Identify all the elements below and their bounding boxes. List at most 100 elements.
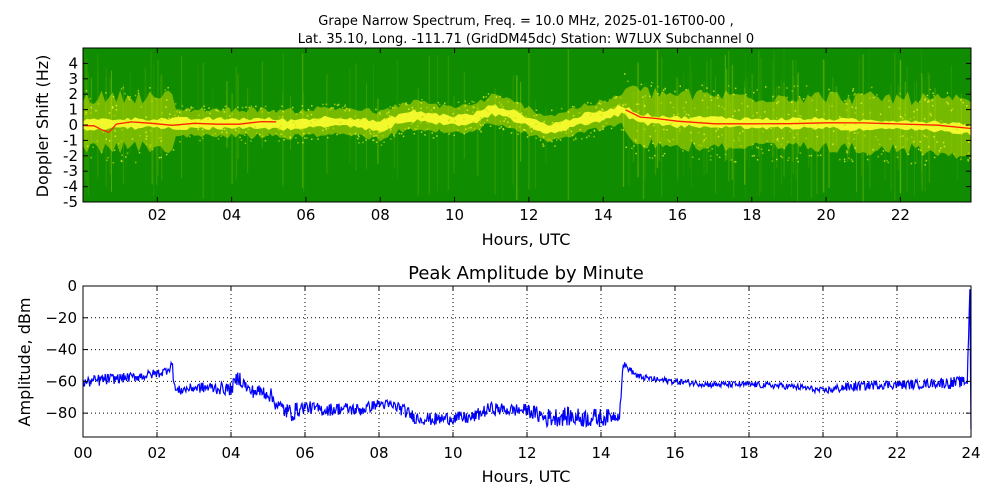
speckle <box>95 109 97 112</box>
speckle <box>448 133 450 135</box>
speckle <box>533 115 536 117</box>
speckle <box>762 152 764 154</box>
speckle <box>649 95 651 97</box>
signal-core <box>83 104 971 136</box>
speckle <box>717 128 719 130</box>
speckle <box>778 86 780 89</box>
speckle <box>554 145 556 147</box>
speckle <box>90 112 92 114</box>
speckle <box>854 123 857 125</box>
speckle <box>689 120 692 122</box>
speckle <box>238 130 240 133</box>
speckle <box>663 152 666 155</box>
speckle <box>898 107 901 110</box>
speckle <box>256 120 259 123</box>
speckle <box>705 137 707 140</box>
speckle <box>649 135 651 138</box>
speckle <box>760 148 763 150</box>
speckle <box>265 118 268 121</box>
speckle <box>192 107 194 109</box>
speckle <box>909 118 912 120</box>
speckle <box>522 129 525 131</box>
speckle <box>359 119 361 121</box>
speckle <box>421 116 423 118</box>
speckle <box>480 131 482 133</box>
speckle <box>673 114 675 116</box>
speckle <box>161 112 163 114</box>
speckle <box>202 133 205 136</box>
speckle <box>746 105 749 108</box>
speckle <box>553 137 556 139</box>
speckle <box>659 142 661 144</box>
speckle <box>126 152 129 155</box>
speckle <box>382 135 384 137</box>
speckle <box>337 103 340 106</box>
speckle <box>535 114 538 116</box>
speckle <box>336 104 339 107</box>
speckle <box>229 119 232 122</box>
speckle <box>648 149 650 152</box>
speckle <box>603 118 605 121</box>
speckle <box>703 139 705 141</box>
speckle <box>498 127 501 130</box>
speckle <box>166 99 168 101</box>
speckle <box>783 147 785 150</box>
amplitude-x-tick-label: 00 <box>73 444 92 462</box>
speckle <box>414 128 417 130</box>
speckle <box>169 113 171 115</box>
speckle <box>709 155 712 157</box>
speckle <box>752 120 754 123</box>
speckle <box>90 156 92 159</box>
speckle <box>176 110 178 113</box>
speckle <box>244 134 246 136</box>
speckle <box>281 105 283 108</box>
speckle <box>666 129 668 131</box>
speckle <box>603 115 606 117</box>
speckle <box>733 93 735 96</box>
speckle <box>273 110 275 112</box>
speckle <box>718 105 720 107</box>
speckle <box>733 139 735 142</box>
speckle <box>914 162 917 164</box>
speckle <box>679 130 681 132</box>
speckle <box>275 132 277 135</box>
speckle <box>389 106 391 108</box>
speckle <box>378 112 381 114</box>
speckle <box>741 102 743 105</box>
speckle <box>464 105 467 107</box>
speckle <box>487 93 490 95</box>
speckle <box>111 107 114 109</box>
speckle <box>344 104 346 106</box>
speckle <box>453 134 455 137</box>
speckle <box>516 102 519 104</box>
speckle <box>643 104 646 106</box>
speckle <box>160 140 162 142</box>
speckle <box>241 106 244 109</box>
speckle <box>710 99 713 101</box>
speckle <box>295 124 297 127</box>
speckle <box>953 153 955 155</box>
speckle <box>635 116 638 118</box>
spectrogram-y-tick-label: 0 <box>68 116 78 134</box>
speckle <box>598 102 601 105</box>
speckle <box>940 120 942 122</box>
speckle <box>302 112 304 115</box>
speckle <box>969 157 971 159</box>
speckle <box>862 113 864 115</box>
speckle <box>322 129 324 132</box>
speckle <box>531 122 533 125</box>
speckle <box>902 146 904 148</box>
speckle <box>221 131 223 134</box>
speckle <box>114 130 116 132</box>
speckle <box>848 99 851 102</box>
speckle <box>854 92 856 95</box>
speckle <box>473 101 475 103</box>
speckle <box>108 112 111 114</box>
speckle <box>910 162 913 165</box>
speckle <box>662 89 665 91</box>
speckle <box>643 105 646 107</box>
speckle <box>420 102 423 104</box>
speckle <box>765 86 767 88</box>
speckle <box>283 139 285 141</box>
speckle <box>499 95 501 98</box>
